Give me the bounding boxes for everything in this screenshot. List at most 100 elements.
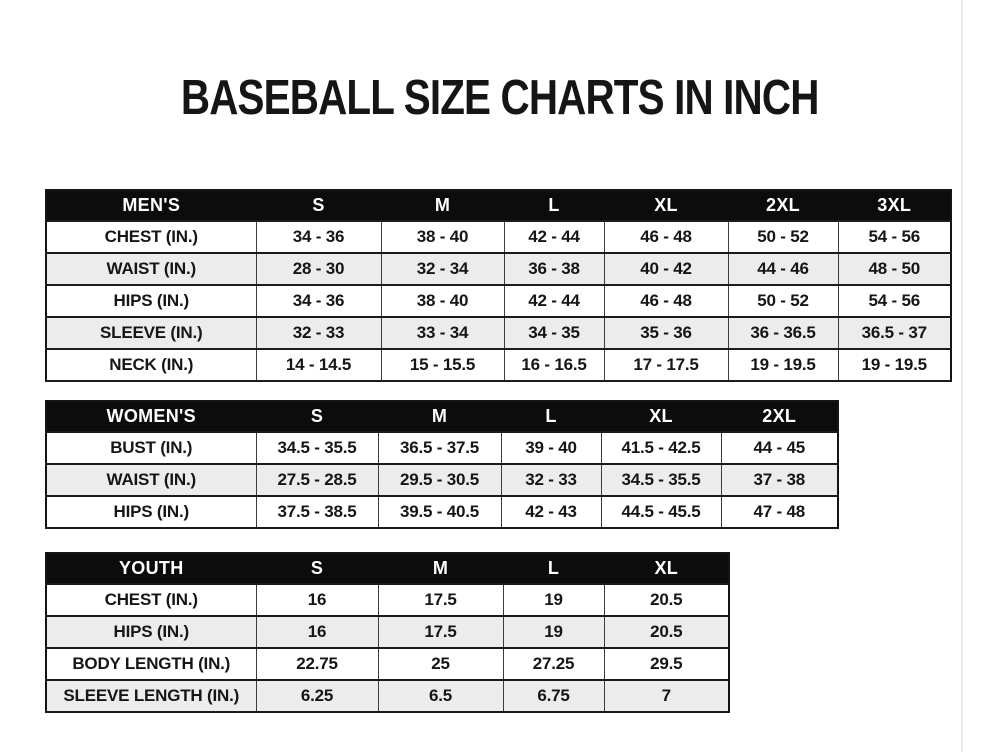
youth-table-row: BODY LENGTH (IN.) 22.75 25 27.25 29.5 bbox=[45, 647, 730, 681]
mens-size-value: 33 - 34 bbox=[380, 316, 505, 350]
mens-size-value: 46 - 48 bbox=[603, 284, 729, 318]
youth-size-value: 17.5 bbox=[377, 615, 504, 649]
mens-size-value: 54 - 56 bbox=[837, 220, 952, 254]
mens-size-value: 36 - 36.5 bbox=[727, 316, 839, 350]
mens-table-row: SLEEVE (IN.) 32 - 33 33 - 34 34 - 35 35 - 36… bbox=[45, 316, 952, 350]
mens-size-value: 19 - 19.5 bbox=[727, 348, 839, 382]
mens-size-value: 40 - 42 bbox=[603, 252, 729, 286]
mens-header-row: MEN'S S M L XL 2XL 3XL bbox=[45, 189, 952, 222]
womens-size-value: 37 - 38 bbox=[720, 463, 839, 497]
youth-header-row: YOUTH S M L XL bbox=[45, 552, 730, 585]
mens-table-row: WAIST (IN.) 28 - 30 32 - 34 36 - 38 40 - 42 4… bbox=[45, 252, 952, 286]
youth-size-value: 20.5 bbox=[603, 583, 730, 617]
youth-size-column-header: XL bbox=[603, 552, 730, 585]
youth-size-value: 19 bbox=[502, 583, 605, 617]
womens-header-row: WOMEN'S S M L XL 2XL bbox=[45, 400, 839, 433]
womens-size-value: 39.5 - 40.5 bbox=[377, 495, 502, 529]
youth-size-table: YOUTH S M L XL CHEST (IN.) 16 17.5 19 20.5 HIPS (I… bbox=[45, 552, 730, 713]
mens-size-value: 42 - 44 bbox=[503, 284, 605, 318]
mens-table-row: CHEST (IN.) 34 - 36 38 - 40 42 - 44 46 - 48 5… bbox=[45, 220, 952, 254]
womens-size-value: 47 - 48 bbox=[720, 495, 839, 529]
mens-size-value: 46 - 48 bbox=[603, 220, 729, 254]
youth-row-label: CHEST (IN.) bbox=[45, 583, 257, 617]
womens-row-label: HIPS (IN.) bbox=[45, 495, 257, 529]
womens-size-value: 34.5 - 35.5 bbox=[255, 431, 379, 465]
youth-size-value: 16 bbox=[255, 583, 379, 617]
youth-row-label: HIPS (IN.) bbox=[45, 615, 257, 649]
youth-size-column-header: L bbox=[502, 552, 605, 585]
mens-size-value: 28 - 30 bbox=[255, 252, 382, 286]
youth-size-column-header: S bbox=[255, 552, 379, 585]
mens-size-value: 44 - 46 bbox=[727, 252, 839, 286]
youth-table-row: SLEEVE LENGTH (IN.) 6.25 6.5 6.75 7 bbox=[45, 679, 730, 713]
youth-row-label: SLEEVE LENGTH (IN.) bbox=[45, 679, 257, 713]
youth-size-value: 7 bbox=[603, 679, 730, 713]
womens-size-value: 44 - 45 bbox=[720, 431, 839, 465]
mens-size-table: MEN'S S M L XL 2XL 3XL CHEST (IN.) 34 - 36 38 - 4… bbox=[45, 189, 952, 382]
mens-size-column-header: XL bbox=[603, 189, 729, 222]
womens-size-table: WOMEN'S S M L XL 2XL BUST (IN.) 34.5 - 35.5 36.5… bbox=[45, 400, 839, 529]
page-title: BASEBALL SIZE CHARTS IN INCH bbox=[0, 68, 1000, 125]
mens-table-title: MEN'S bbox=[45, 189, 257, 222]
youth-size-value: 29.5 bbox=[603, 647, 730, 681]
mens-size-value: 14 - 14.5 bbox=[255, 348, 382, 382]
youth-size-value: 6.5 bbox=[377, 679, 504, 713]
mens-size-value: 50 - 52 bbox=[727, 284, 839, 318]
womens-table-row: BUST (IN.) 34.5 - 35.5 36.5 - 37.5 39 - 40 4… bbox=[45, 431, 839, 465]
youth-table-row: HIPS (IN.) 16 17.5 19 20.5 bbox=[45, 615, 730, 649]
mens-size-column-header: 3XL bbox=[837, 189, 952, 222]
mens-size-column-header: 2XL bbox=[727, 189, 839, 222]
womens-size-value: 36.5 - 37.5 bbox=[377, 431, 502, 465]
womens-size-value: 32 - 33 bbox=[500, 463, 602, 497]
youth-table-title: YOUTH bbox=[45, 552, 257, 585]
mens-size-column-header: L bbox=[503, 189, 605, 222]
mens-size-value: 32 - 33 bbox=[255, 316, 382, 350]
youth-size-value: 16 bbox=[255, 615, 379, 649]
youth-table-row: CHEST (IN.) 16 17.5 19 20.5 bbox=[45, 583, 730, 617]
womens-size-value: 39 - 40 bbox=[500, 431, 602, 465]
womens-size-value: 29.5 - 30.5 bbox=[377, 463, 502, 497]
mens-size-value: 38 - 40 bbox=[380, 220, 505, 254]
youth-size-value: 22.75 bbox=[255, 647, 379, 681]
youth-size-value: 20.5 bbox=[603, 615, 730, 649]
womens-size-value: 42 - 43 bbox=[500, 495, 602, 529]
mens-size-value: 34 - 35 bbox=[503, 316, 605, 350]
womens-size-value: 27.5 - 28.5 bbox=[255, 463, 379, 497]
youth-size-value: 6.75 bbox=[502, 679, 605, 713]
youth-size-column-header: M bbox=[377, 552, 504, 585]
mens-size-value: 36 - 38 bbox=[503, 252, 605, 286]
mens-size-value: 54 - 56 bbox=[837, 284, 952, 318]
mens-size-column-header: S bbox=[255, 189, 382, 222]
youth-size-value: 6.25 bbox=[255, 679, 379, 713]
youth-size-value: 25 bbox=[377, 647, 504, 681]
womens-size-value: 41.5 - 42.5 bbox=[600, 431, 722, 465]
youth-size-value: 19 bbox=[502, 615, 605, 649]
womens-row-label: BUST (IN.) bbox=[45, 431, 257, 465]
mens-size-value: 34 - 36 bbox=[255, 284, 382, 318]
mens-size-value: 35 - 36 bbox=[603, 316, 729, 350]
mens-size-value: 36.5 - 37 bbox=[837, 316, 952, 350]
scan-artifact-line bbox=[961, 0, 963, 752]
mens-row-label: SLEEVE (IN.) bbox=[45, 316, 257, 350]
mens-size-value: 34 - 36 bbox=[255, 220, 382, 254]
mens-size-column-header: M bbox=[380, 189, 505, 222]
mens-size-value: 15 - 15.5 bbox=[380, 348, 505, 382]
mens-size-value: 38 - 40 bbox=[380, 284, 505, 318]
womens-table-title: WOMEN'S bbox=[45, 400, 257, 433]
womens-size-column-header: L bbox=[500, 400, 602, 433]
page-title-text: BASEBALL SIZE CHARTS IN INCH bbox=[181, 69, 820, 125]
mens-row-label: NECK (IN.) bbox=[45, 348, 257, 382]
womens-size-column-header: 2XL bbox=[720, 400, 839, 433]
mens-row-label: WAIST (IN.) bbox=[45, 252, 257, 286]
womens-size-value: 37.5 - 38.5 bbox=[255, 495, 379, 529]
mens-size-value: 17 - 17.5 bbox=[603, 348, 729, 382]
youth-size-value: 17.5 bbox=[377, 583, 504, 617]
mens-size-value: 48 - 50 bbox=[837, 252, 952, 286]
mens-table-row: NECK (IN.) 14 - 14.5 15 - 15.5 16 - 16.5 17 … bbox=[45, 348, 952, 382]
youth-size-value: 27.25 bbox=[502, 647, 605, 681]
mens-size-value: 50 - 52 bbox=[727, 220, 839, 254]
mens-row-label: CHEST (IN.) bbox=[45, 220, 257, 254]
womens-size-column-header: M bbox=[377, 400, 502, 433]
mens-size-value: 42 - 44 bbox=[503, 220, 605, 254]
